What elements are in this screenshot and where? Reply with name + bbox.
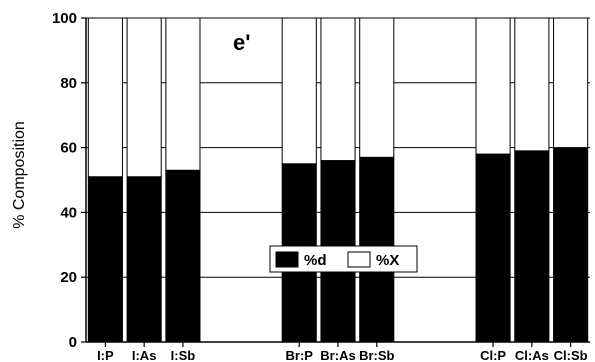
bar-segment-x [87, 17, 123, 178]
axes: 0 20 40 60 80 100 I:P I:As I:Sb Br:P Br:As Br:Sb Cl:… [52, 10, 590, 362]
bar-segment-x [553, 17, 589, 149]
x-tick-label: I:As [132, 348, 157, 362]
legend-label: %X [376, 252, 399, 269]
legend-label: %d [304, 252, 327, 269]
bars [87, 17, 589, 343]
bar-segment-d [87, 176, 123, 343]
x-tick-label: Cl:P [480, 348, 506, 362]
bar-segment-x [281, 17, 317, 165]
bar-segment-d [165, 169, 201, 343]
x-tick-label: Br:P [286, 348, 314, 362]
bar-segment-x [320, 17, 356, 162]
bar-segment-d [514, 150, 550, 343]
bar-segment-x [165, 17, 201, 171]
y-tick-label: 40 [60, 204, 77, 221]
x-tick-label: I:P [97, 348, 114, 362]
x-tick-label: Br:As [320, 348, 355, 362]
y-tick-label: 80 [60, 75, 77, 92]
x-tick-label: Cl:Sb [554, 348, 588, 362]
bar-segment-x [359, 17, 395, 158]
y-tick-label: 100 [52, 10, 77, 27]
bar-segment-d [475, 153, 511, 343]
legend-swatch-x [347, 251, 371, 268]
y-axis-label: % Composition [11, 121, 28, 229]
legend-swatch-d [275, 251, 299, 268]
x-tick-label: Cl:As [515, 348, 549, 362]
panel-label: e' [233, 30, 250, 55]
x-tick-label: I:Sb [171, 348, 196, 362]
y-tick-label: 20 [60, 269, 77, 286]
bar-segment-x [514, 17, 550, 152]
y-tick-label: 0 [69, 334, 77, 351]
legend: %d %X [269, 245, 418, 273]
bar-segment-x [126, 17, 162, 178]
x-tick-label: Br:Sb [359, 348, 394, 362]
bar-segment-x [475, 17, 511, 155]
y-tick-label: 60 [60, 140, 77, 157]
bar-segment-d [126, 176, 162, 343]
bar-segment-d [553, 147, 589, 343]
